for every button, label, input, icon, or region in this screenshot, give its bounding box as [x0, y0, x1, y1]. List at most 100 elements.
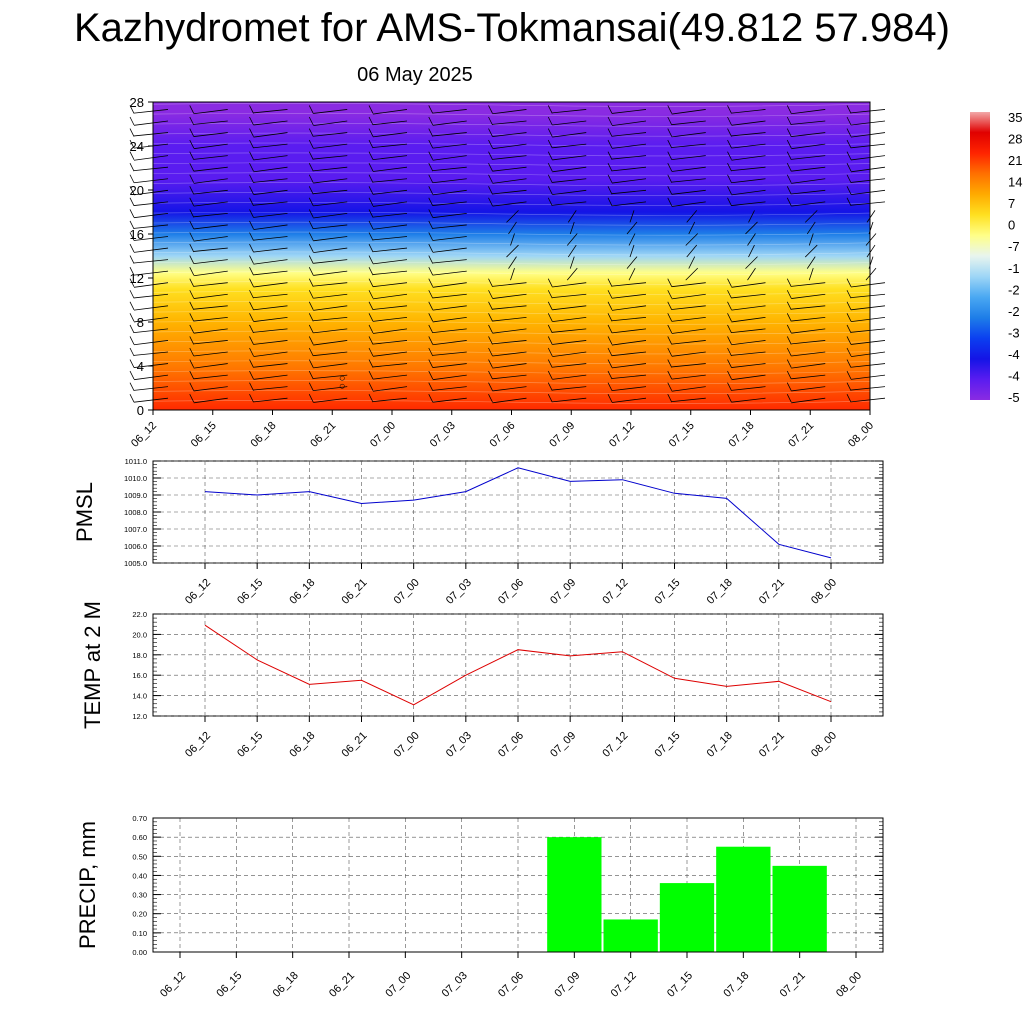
barb-staff — [193, 386, 228, 392]
barb-staff — [193, 120, 228, 125]
wind-barb — [745, 221, 758, 235]
barb-flag — [368, 266, 374, 276]
barb-staff — [313, 340, 348, 346]
wind-barb — [607, 370, 647, 380]
wind-barb — [607, 278, 647, 287]
y-tick-label: 4 — [137, 359, 144, 374]
barb-staff — [850, 328, 886, 333]
barb-staff — [731, 293, 766, 299]
wind-barb — [688, 256, 696, 269]
barb-staff — [850, 109, 886, 114]
barb-flag — [308, 255, 314, 264]
contour-line — [152, 340, 871, 345]
barb-flag — [368, 163, 374, 172]
barb-staff — [791, 143, 826, 150]
wind-barb — [368, 382, 408, 392]
barb-staff — [253, 270, 288, 276]
barb-flag — [547, 359, 553, 368]
wind-barb — [368, 209, 408, 218]
x-tick-label: 06_18 — [287, 577, 317, 607]
wind-barb — [428, 128, 467, 137]
barb-staff — [372, 259, 408, 265]
wind-barb — [607, 359, 647, 369]
barb-staff — [492, 143, 527, 150]
wind-barb — [508, 256, 517, 269]
wind-barb — [129, 290, 169, 299]
barb-flag — [547, 151, 553, 160]
wind-barb — [189, 186, 228, 195]
barb-flag — [786, 336, 792, 345]
wind-barb — [667, 163, 706, 172]
barb-staff — [731, 201, 766, 206]
barb-flag — [189, 382, 195, 391]
barb-flag — [129, 243, 135, 253]
barb-flag — [308, 105, 314, 114]
barb-flag — [607, 290, 613, 299]
barb-flag — [368, 290, 374, 299]
barb-flag — [428, 128, 434, 137]
wind-barb — [428, 370, 467, 381]
x-tick-label: 08_00 — [809, 730, 839, 760]
barb-flag — [129, 220, 135, 230]
x-tick-label: 06_12 — [183, 730, 213, 760]
barb-flag — [428, 220, 434, 230]
wind-barb — [786, 336, 826, 345]
barb-staff — [747, 267, 756, 281]
wind-barb — [547, 347, 587, 357]
wind-barb — [308, 174, 348, 184]
wind-barb — [846, 336, 886, 345]
wind-barb — [428, 186, 467, 196]
wind-barb — [547, 301, 587, 311]
barb-staff — [808, 268, 814, 281]
wind-barb — [747, 233, 756, 246]
barb-staff — [791, 155, 826, 160]
x-tick-label: 06_12 — [129, 420, 159, 450]
barb-staff — [731, 328, 766, 333]
wind-barb — [547, 163, 587, 173]
pmsl-series-line — [204, 467, 832, 559]
barb-flag — [547, 382, 553, 391]
barb-staff — [850, 305, 886, 311]
wind-barb — [129, 347, 169, 357]
wind-barb — [368, 394, 408, 403]
barb-flag — [488, 139, 493, 149]
barb-staff — [193, 166, 228, 172]
barb-flag — [667, 197, 673, 207]
barb-flag — [846, 324, 852, 334]
barb-staff — [791, 316, 826, 322]
barb-flag — [308, 290, 314, 299]
barb-flag — [727, 116, 732, 126]
barb-flag — [189, 139, 195, 149]
x-tick-label: 07_09 — [548, 730, 578, 760]
temp-series-line — [204, 624, 832, 706]
precip-bar — [716, 846, 771, 952]
wind-barb — [189, 151, 228, 160]
barb-staff — [133, 374, 169, 381]
contour-line — [152, 231, 871, 236]
barb-flag — [308, 186, 314, 195]
wind-barb — [308, 105, 348, 114]
barb-staff — [671, 201, 706, 207]
wind-barb — [607, 382, 647, 392]
wind-barb — [488, 359, 527, 369]
wind-barb — [808, 268, 814, 281]
barb-staff — [731, 189, 766, 196]
barb-flag — [308, 128, 314, 137]
colorbar-label: 14 — [1008, 175, 1022, 190]
wind-barb — [846, 151, 886, 161]
wind-barb — [249, 128, 288, 138]
barb-staff — [313, 201, 348, 207]
barb-flag — [308, 220, 314, 230]
barb-staff — [193, 363, 228, 369]
contour-line — [152, 202, 871, 206]
barb-staff — [671, 166, 706, 172]
barb-staff — [372, 397, 408, 402]
barb-flag — [129, 197, 135, 207]
barb-staff — [611, 397, 647, 403]
barb-flag — [488, 151, 493, 160]
barb-staff — [611, 305, 647, 311]
x-tick-label: 07_06 — [488, 420, 518, 450]
y-tick-label: 0 — [137, 403, 144, 418]
barb-staff — [193, 236, 228, 242]
contour-line — [152, 113, 871, 117]
